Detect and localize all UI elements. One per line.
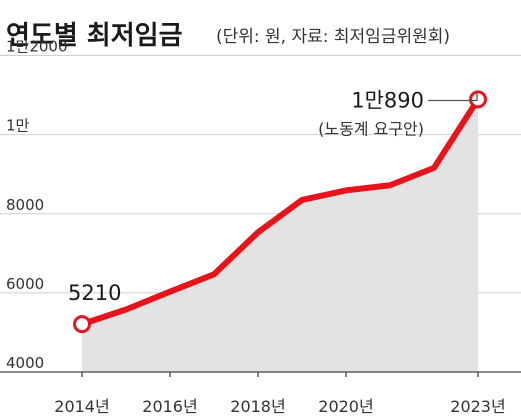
data-point-marker xyxy=(469,90,487,109)
y-tick-label: 6000 xyxy=(6,275,44,293)
annotations: 5210 1만890 (노동계 요구안) xyxy=(68,89,478,305)
y-tick-label: 1만 xyxy=(6,117,30,135)
end-value-note: (노동계 요구안) xyxy=(318,120,424,139)
callout-leader-line xyxy=(428,90,478,102)
x-tick-label: 2016년 xyxy=(142,397,197,416)
x-axis: 2014년 2016년 2018년 2020년 2023년 xyxy=(0,371,521,416)
x-tick-label: 2020년 xyxy=(318,397,373,416)
data-point-marker xyxy=(73,315,91,334)
series-line xyxy=(79,96,481,328)
y-tick-label: 1만2000 xyxy=(6,38,68,56)
end-value-label: 1만890 xyxy=(351,89,424,113)
chart-subtitle: (단위: 원, 자료: 최저임금위원회) xyxy=(216,27,450,47)
y-tick-label: 8000 xyxy=(6,196,44,214)
chart-title: 연도별 최저임금 xyxy=(6,21,183,51)
y-axis-ticks: 4000 6000 8000 1만 1만2000 xyxy=(6,38,68,373)
x-tick-label: 2018년 xyxy=(230,397,285,416)
x-tick-label: 2014년 xyxy=(54,397,109,416)
y-tick-label: 4000 xyxy=(6,354,44,372)
start-value-label: 5210 xyxy=(68,281,121,305)
x-tick-label: 2023년 xyxy=(450,397,505,416)
area-fill xyxy=(82,99,478,373)
markers xyxy=(73,90,487,334)
